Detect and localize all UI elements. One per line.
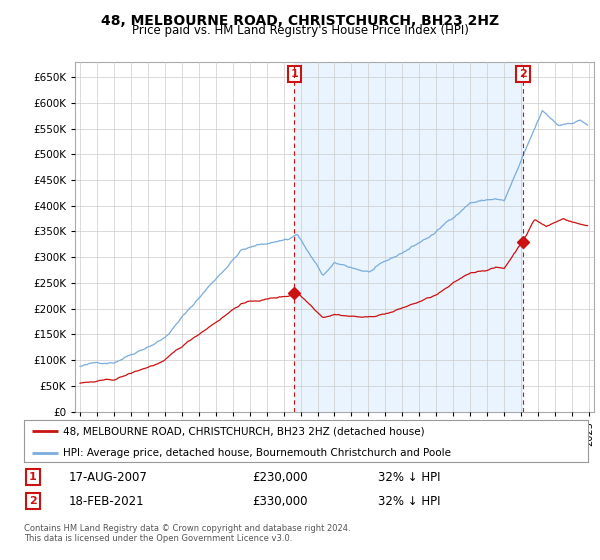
- Text: £330,000: £330,000: [252, 494, 308, 508]
- Text: Price paid vs. HM Land Registry's House Price Index (HPI): Price paid vs. HM Land Registry's House …: [131, 24, 469, 37]
- Bar: [295, 62, 523, 412]
- Text: Contains HM Land Registry data © Crown copyright and database right 2024.
This d: Contains HM Land Registry data © Crown c…: [24, 524, 350, 543]
- Text: 48, MELBOURNE ROAD, CHRISTCHURCH, BH23 2HZ: 48, MELBOURNE ROAD, CHRISTCHURCH, BH23 2…: [101, 14, 499, 28]
- Text: 2: 2: [519, 69, 527, 79]
- Text: 32% ↓ HPI: 32% ↓ HPI: [378, 470, 440, 484]
- Text: HPI: Average price, detached house, Bournemouth Christchurch and Poole: HPI: Average price, detached house, Bour…: [64, 448, 451, 458]
- Text: 1: 1: [290, 69, 298, 79]
- Text: 2: 2: [29, 496, 37, 506]
- Text: 1: 1: [29, 472, 37, 482]
- Text: 17-AUG-2007: 17-AUG-2007: [69, 470, 148, 484]
- Text: 18-FEB-2021: 18-FEB-2021: [69, 494, 145, 508]
- Text: 32% ↓ HPI: 32% ↓ HPI: [378, 494, 440, 508]
- Text: 48, MELBOURNE ROAD, CHRISTCHURCH, BH23 2HZ (detached house): 48, MELBOURNE ROAD, CHRISTCHURCH, BH23 2…: [64, 426, 425, 436]
- Text: £230,000: £230,000: [252, 470, 308, 484]
